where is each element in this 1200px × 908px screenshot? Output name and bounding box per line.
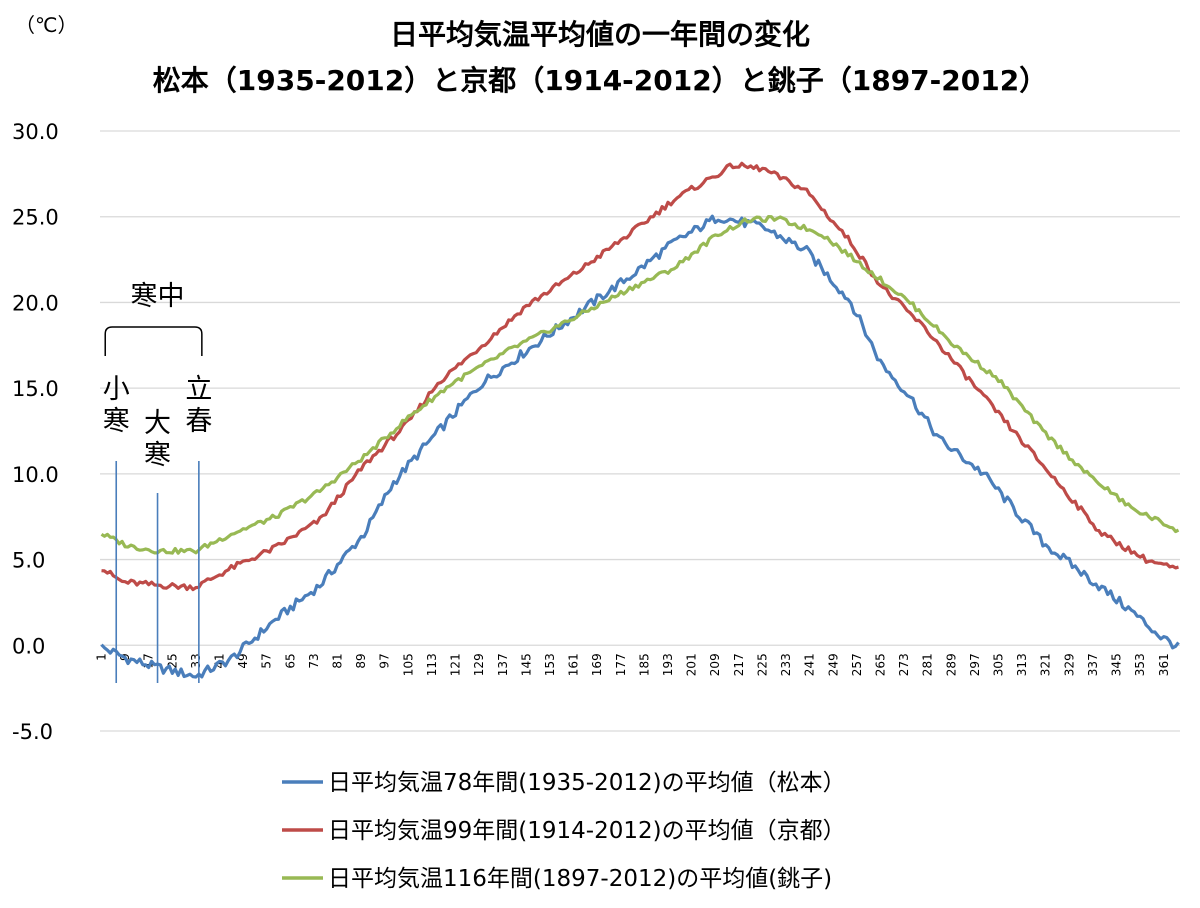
x-tick-label: 129 xyxy=(472,653,486,676)
series-line-1 xyxy=(100,214,1180,679)
x-tick-label: 345 xyxy=(1110,653,1124,676)
x-tick-label: 185 xyxy=(637,653,651,676)
x-tick-label: 225 xyxy=(755,653,769,676)
x-tick-label: 81 xyxy=(331,653,345,668)
x-tick-label: 353 xyxy=(1133,653,1147,676)
unit-label: （℃） xyxy=(15,13,77,37)
x-tick-label: 169 xyxy=(590,653,604,676)
y-tick-label: 10.0 xyxy=(12,463,59,487)
x-tick-label: 73 xyxy=(307,653,321,668)
x-tick-label: 329 xyxy=(1062,653,1076,676)
y-tick-label: 30.0 xyxy=(12,120,59,144)
x-tick-label: 305 xyxy=(992,653,1006,676)
x-tick-label: 65 xyxy=(283,653,297,668)
x-tick-label: 177 xyxy=(614,653,628,676)
series-layer xyxy=(100,161,1180,679)
x-tick-label: 1 xyxy=(94,653,108,661)
x-tick-label: 249 xyxy=(826,653,840,676)
x-tick-label: 265 xyxy=(873,653,887,676)
annotation-label: 小寒 xyxy=(103,374,130,437)
x-tick-label: 281 xyxy=(921,653,935,676)
kanchu-bracket xyxy=(104,326,203,356)
x-tick-label: 161 xyxy=(567,653,581,676)
y-tick-label: 20.0 xyxy=(12,291,59,315)
legend: 日平均気温78年間(1935-2012)の平均値（松本） 日平均気温99年間(19… xyxy=(282,770,846,892)
x-tick-label: 313 xyxy=(1015,653,1029,676)
x-tick-label: 153 xyxy=(543,653,557,676)
x-tick-label: 289 xyxy=(944,653,958,676)
x-tick-label: 193 xyxy=(661,653,675,676)
x-tick-label: 113 xyxy=(425,653,439,676)
x-axis-tick-labels: 1 9 17 25 33 41 49 57 65 73 81 89 97 105 113 121 129 137 1… xyxy=(94,653,1170,676)
x-tick-label: 201 xyxy=(685,653,699,676)
x-tick-label: 337 xyxy=(1086,653,1100,676)
x-tick-label: 297 xyxy=(968,653,982,676)
annotation-kanchu: 寒中 xyxy=(131,281,185,312)
x-tick-label: 233 xyxy=(779,653,793,676)
x-tick-label: 121 xyxy=(449,653,463,676)
x-tick-label: 97 xyxy=(378,653,392,668)
grid-layer xyxy=(100,130,1180,732)
series-line-2 xyxy=(101,161,1179,592)
chart-subtitle: 松本（1935-2012）と京都（1914-2012）と銚子（1897-2012… xyxy=(153,64,1047,97)
x-tick-label: 241 xyxy=(803,653,817,676)
legend-label: 日平均気温78年間(1935-2012)の平均値（松本） xyxy=(328,770,846,796)
y-tick-label: 5.0 xyxy=(12,549,45,573)
y-tick-label: 15.0 xyxy=(12,377,59,401)
x-tick-label: 137 xyxy=(496,653,510,676)
y-tick-label: 0.0 xyxy=(12,634,45,658)
x-tick-label: 57 xyxy=(260,653,274,668)
x-tick-label: 273 xyxy=(897,653,911,676)
x-tick-label: 105 xyxy=(401,653,415,676)
chart-title: 日平均気温平均値の一年間の変化 xyxy=(390,18,810,51)
x-tick-label: 145 xyxy=(519,653,533,676)
series-line-3 xyxy=(100,215,1180,555)
y-tick-label: -5.0 xyxy=(12,720,53,744)
x-tick-label: 217 xyxy=(732,653,746,676)
annotation-label: 立春 xyxy=(185,374,212,437)
x-tick-label: 89 xyxy=(354,653,368,668)
y-tick-label: 25.0 xyxy=(12,206,59,230)
legend-label: 日平均気温116年間(1897-2012)の平均値(銚子) xyxy=(328,866,832,892)
x-tick-label: 209 xyxy=(708,653,722,676)
legend-label: 日平均気温99年間(1914-2012)の平均値（京都） xyxy=(328,818,846,844)
annotation-label: 大寒 xyxy=(144,408,171,471)
x-tick-label: 49 xyxy=(236,653,250,668)
y-axis-tick-labels: 30.0 25.0 20.0 15.0 10.0 5.0 0.0 -5.0 xyxy=(12,120,59,744)
x-tick-label: 33 xyxy=(189,653,203,668)
x-tick-label: 361 xyxy=(1157,653,1171,676)
x-tick-label: 321 xyxy=(1039,653,1053,676)
x-tick-label: 257 xyxy=(850,653,864,676)
